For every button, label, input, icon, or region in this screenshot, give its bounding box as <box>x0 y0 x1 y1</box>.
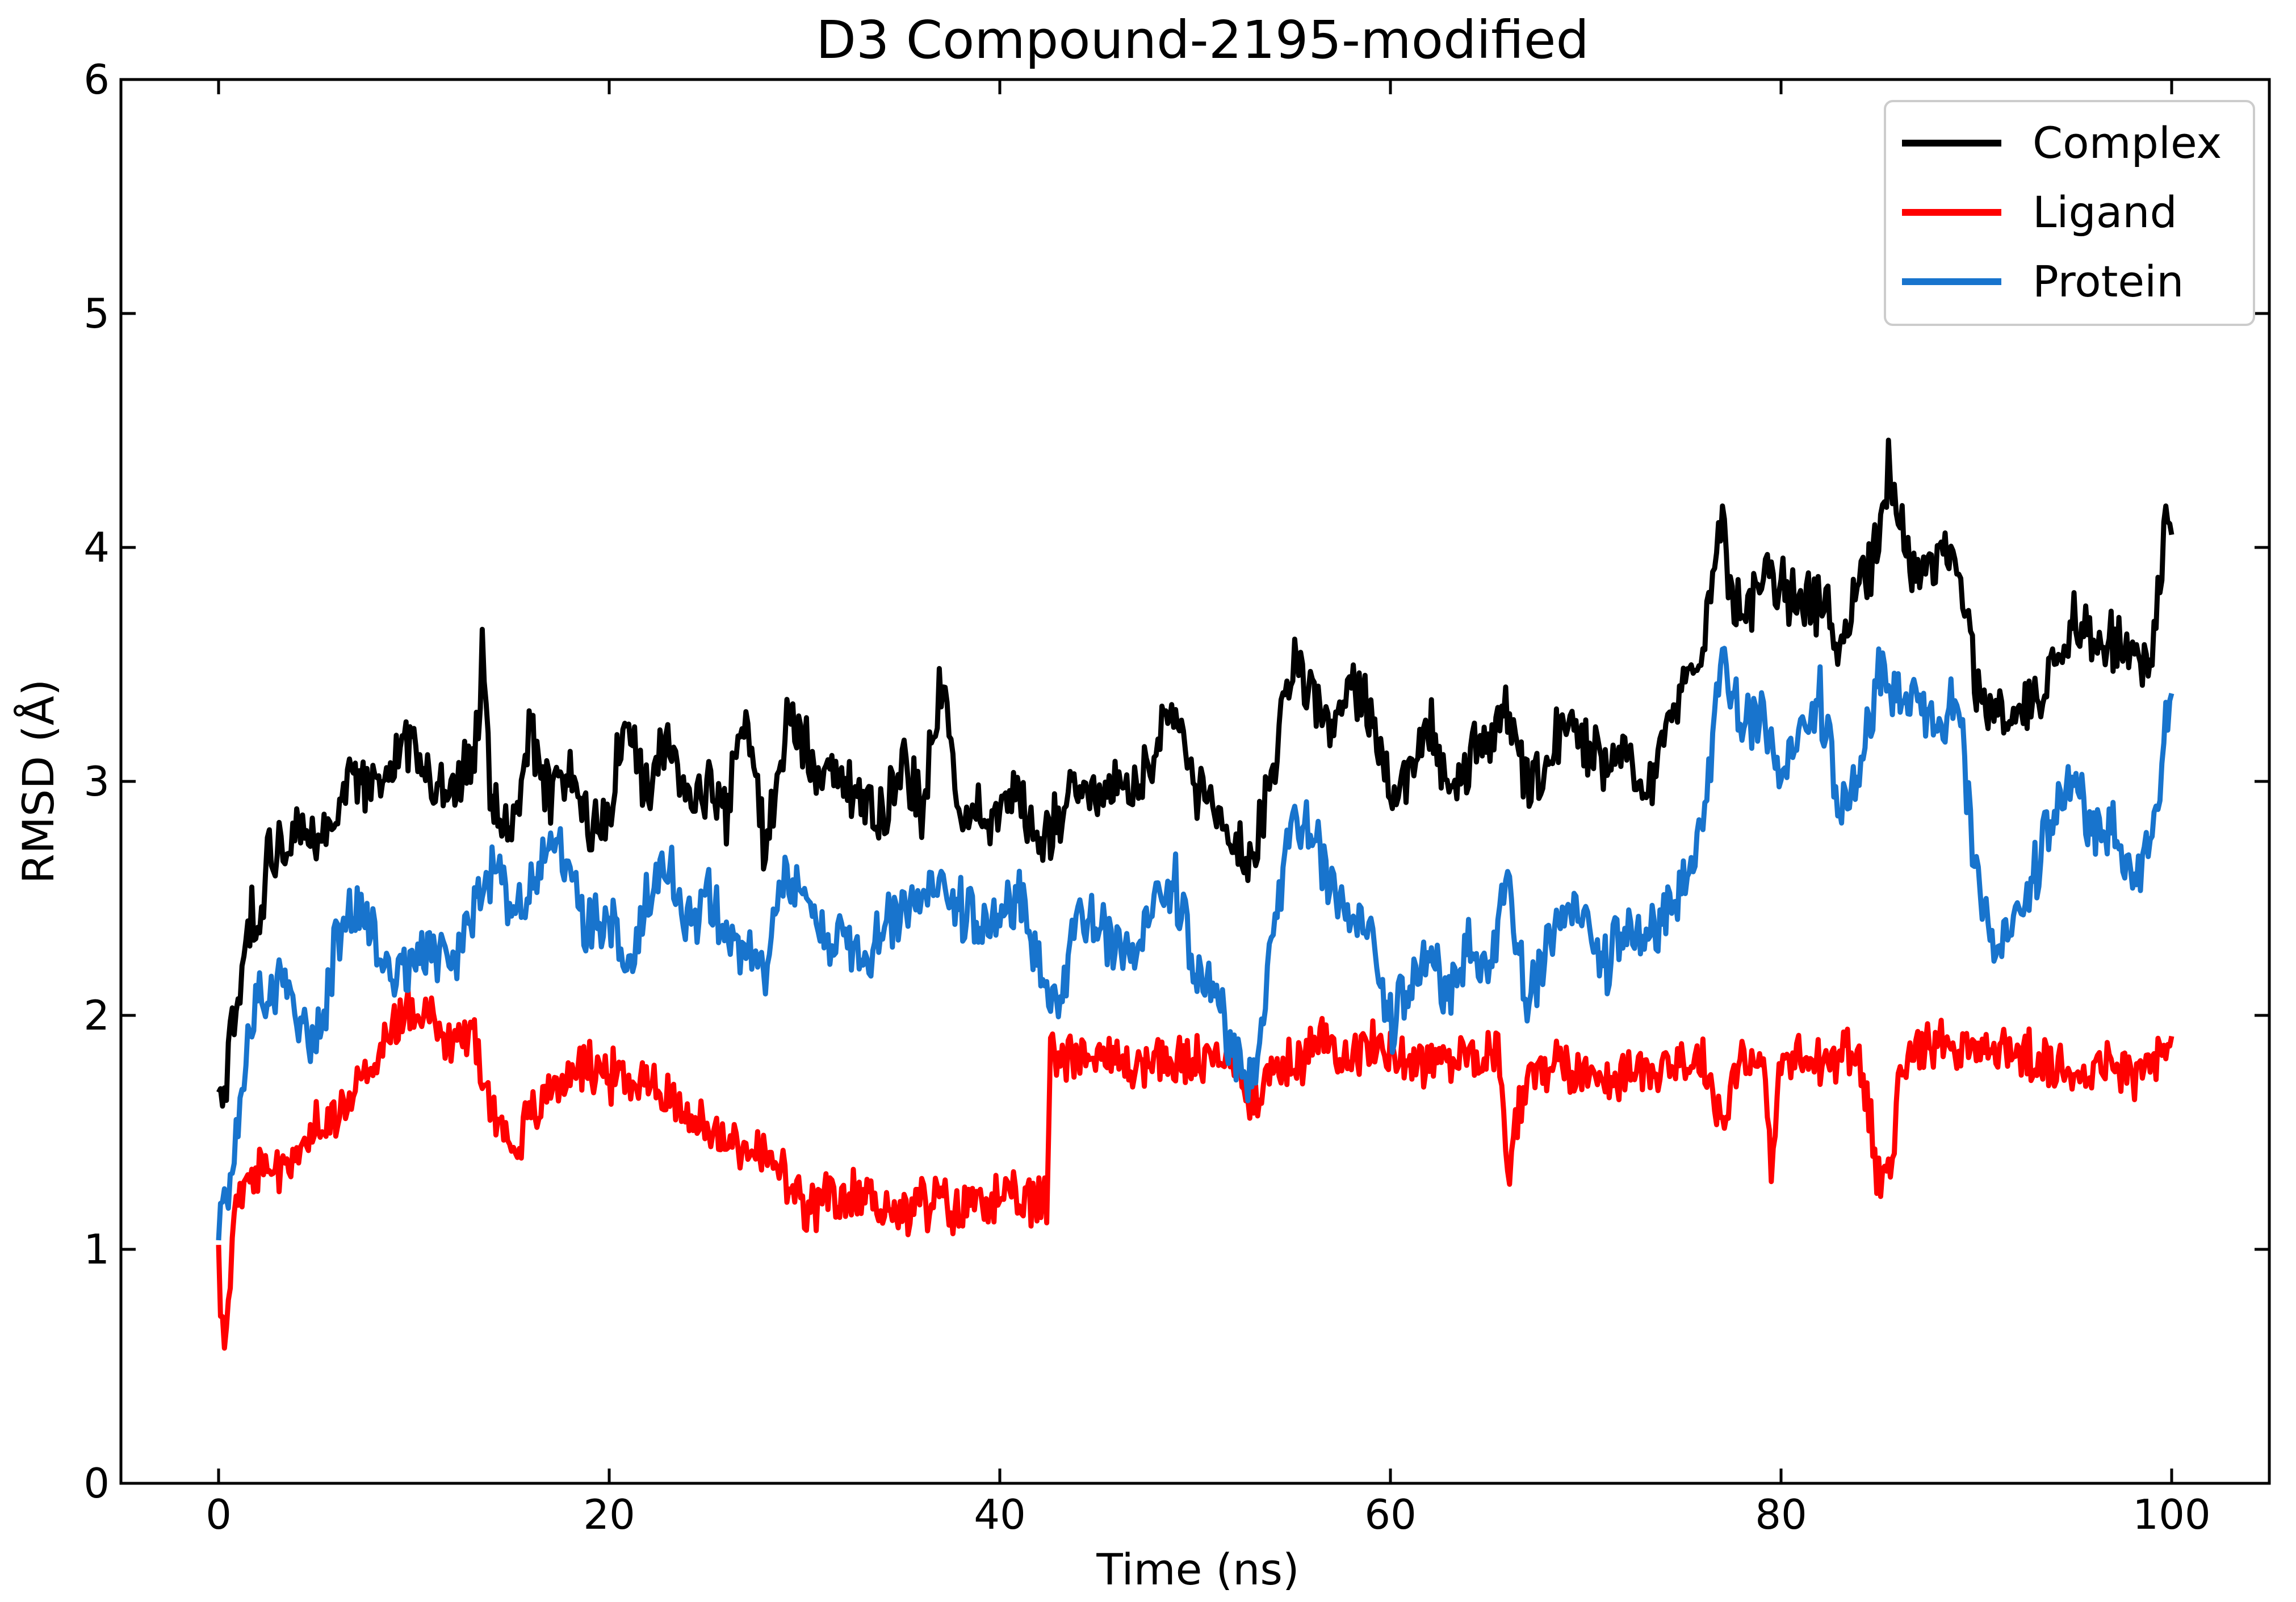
axis-ticks: 0 20 40 60 80 100 0 1 2 3 4 5 6 <box>83 56 2269 1538</box>
y-tick-label: 5 <box>83 290 110 337</box>
y-tick-label: 3 <box>83 758 110 805</box>
y-tick-label: 6 <box>83 56 110 103</box>
legend-box <box>1884 100 2255 326</box>
series-line-ligand <box>216 987 2175 1351</box>
legend-label-ligand: Ligand <box>2033 187 2177 237</box>
x-tick-label: 40 <box>974 1491 1026 1538</box>
chart-title: D3 Compound-2195-modified <box>816 10 1589 70</box>
y-tick-label: 1 <box>83 1225 110 1273</box>
y-tick-label: 4 <box>83 524 110 571</box>
y-tick-label: 0 <box>83 1459 110 1507</box>
y-tick-label: 2 <box>83 992 110 1039</box>
x-tick-label: 0 <box>206 1491 232 1538</box>
series-line-complex <box>216 437 2175 1109</box>
y-axis-label: RMSD (Å) <box>13 679 64 884</box>
legend-label-complex: Complex <box>2033 118 2222 168</box>
series-line-protein <box>216 646 2175 1241</box>
x-tick-label: 60 <box>1364 1491 1417 1538</box>
legend: Complex Ligand Protein <box>1884 100 2255 326</box>
x-tick-label: 80 <box>1755 1491 1807 1538</box>
legend-label-protein: Protein <box>2033 256 2184 307</box>
x-axis-label: Time (ns) <box>1096 1544 1299 1595</box>
series-lines <box>216 437 2175 1351</box>
x-tick-label: 100 <box>2132 1491 2210 1538</box>
x-tick-label: 20 <box>583 1491 635 1538</box>
